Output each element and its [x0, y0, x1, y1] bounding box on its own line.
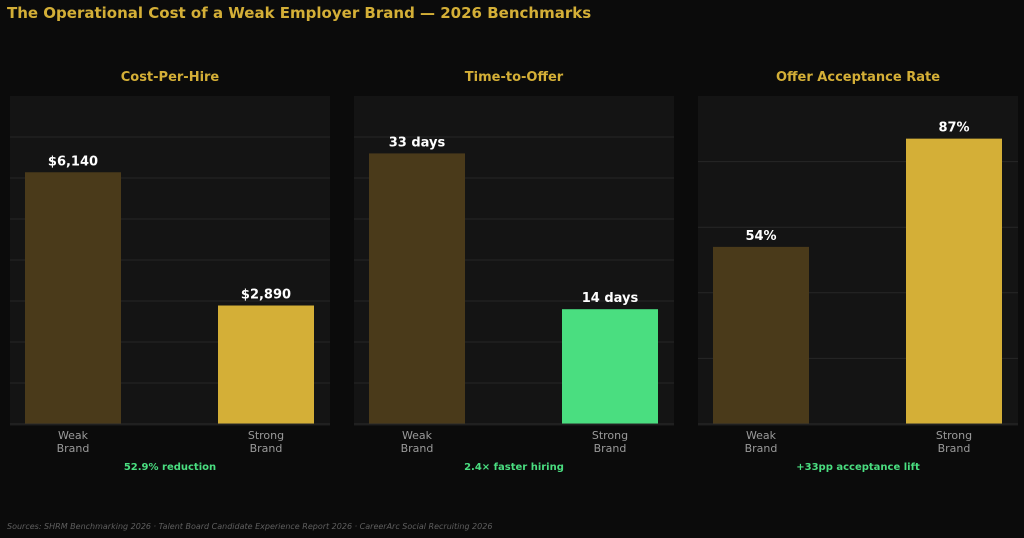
panel-title: Time-to-Offer	[464, 70, 564, 85]
x-tick-label: Strong Brand	[591, 429, 629, 455]
offer-acceptance-panel: Offer Acceptance Rate 54% 87% Weak Brand S…	[698, 70, 1018, 480]
time-to-offer-panel: Time-to-Offer 33 days 14 days Weak Brand S…	[354, 70, 674, 480]
comparison-annotation: 2.4× faster hiring	[464, 462, 564, 473]
panel-title: Cost-Per-Hire	[120, 70, 220, 85]
time-to-offer-plot: 33 days 14 days	[354, 96, 674, 426]
offer-acceptance-plot: 54% 87%	[698, 96, 1018, 426]
panel-title: Offer Acceptance Rate	[775, 70, 941, 85]
bar-value-label: 87%	[938, 121, 969, 136]
bar	[25, 172, 121, 424]
bar	[906, 138, 1002, 424]
x-tick-label: Strong Brand	[247, 429, 285, 455]
bar-value-label: 54%	[745, 229, 776, 244]
chart-main-title: The Operational Cost of a Weak Employer …	[7, 4, 592, 22]
bar	[562, 309, 658, 424]
bar-value-label: $6,140	[48, 154, 98, 169]
x-tick-label: Weak Brand	[744, 429, 778, 455]
comparison-annotation: +33pp acceptance lift	[796, 462, 920, 473]
bar	[713, 246, 809, 424]
bar-value-label: 33 days	[389, 135, 446, 150]
bar	[369, 153, 465, 424]
bar	[218, 305, 314, 424]
x-tick-label: Strong Brand	[935, 429, 973, 455]
x-tick-label: Weak Brand	[56, 429, 90, 455]
x-tick-label: Weak Brand	[400, 429, 434, 455]
cost-per-hire-panel: Cost-Per-Hire $6,140 $2,890 Weak Brand Str…	[10, 70, 330, 480]
bar-value-label: $2,890	[241, 288, 291, 303]
bar-value-label: 14 days	[582, 291, 639, 306]
cost-per-hire-plot: $6,140 $2,890	[10, 96, 330, 426]
sources-footnote: Sources: SHRM Benchmarking 2026 · Talent…	[7, 522, 493, 531]
comparison-annotation: 52.9% reduction	[123, 462, 217, 473]
